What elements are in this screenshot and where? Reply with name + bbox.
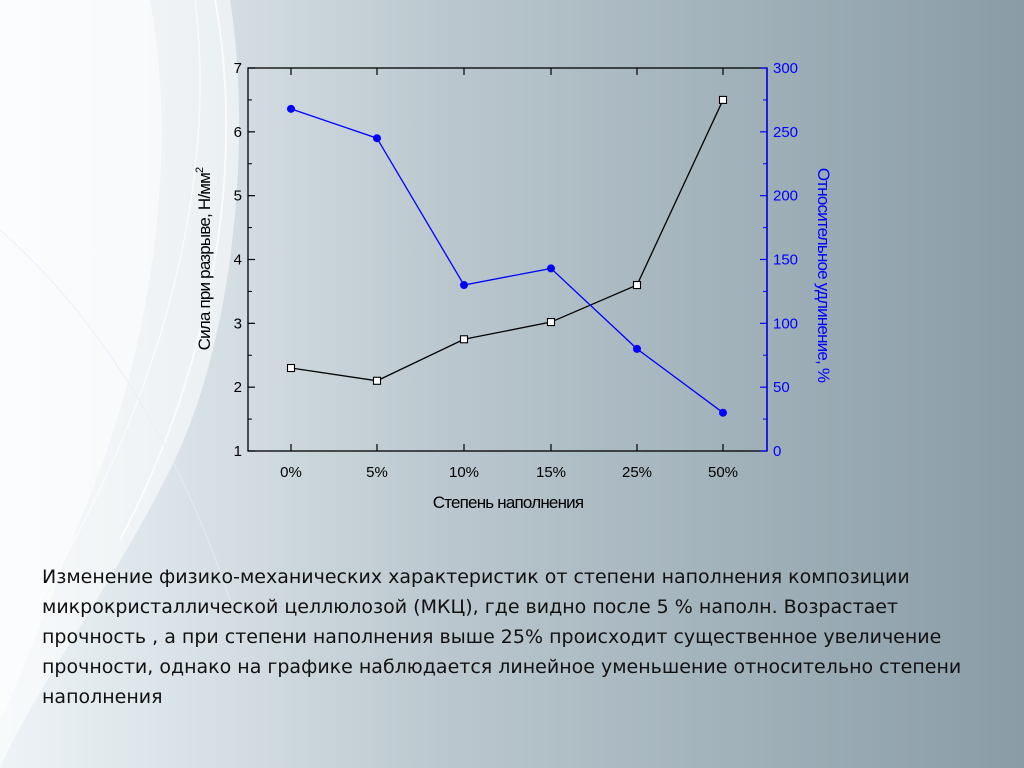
x-tick-label: 50% [708, 464, 738, 481]
data-point [546, 318, 556, 327]
data-point [459, 335, 469, 344]
right-tick-label: 100 [773, 315, 798, 332]
series-layer [286, 95, 728, 417]
left-axis-label-text: Сила при разрыве, Н/мм [195, 173, 214, 351]
left-axis-ticks: 1 2 3 4 5 6 7 [234, 60, 255, 460]
left-axis-label: Сила при разрыве, Н/мм2 [194, 167, 214, 350]
left-tick-label: 6 [234, 124, 242, 141]
x-tick-label: 25% [622, 464, 652, 481]
series-line-2 [290, 108, 724, 414]
left-tick-label: 1 [234, 443, 242, 460]
data-point [287, 104, 295, 113]
data-point [373, 134, 381, 143]
data-point [632, 280, 642, 290]
left-tick-label: 4 [234, 252, 242, 269]
data-point [719, 408, 727, 417]
left-tick-label: 5 [234, 188, 242, 205]
plot-frame [247, 67, 768, 452]
right-axis-ticks: 0 50 100 150 200 250 300 [760, 60, 798, 460]
x-tick-label: 5% [366, 464, 388, 481]
x-tick-label: 0% [280, 464, 302, 481]
left-tick-label: 3 [234, 315, 242, 332]
right-axis-label: Относительное удлинение, % [814, 168, 833, 383]
data-point [718, 95, 728, 104]
left-tick-label: 2 [234, 379, 242, 396]
x-axis-ticks: 0% 5% 10% 15% 25% 50% [280, 68, 738, 481]
series-line-1 [290, 99, 724, 382]
data-point [286, 363, 296, 373]
right-tick-label: 200 [773, 188, 798, 205]
data-point [372, 376, 382, 385]
data-point [633, 344, 641, 353]
data-point [460, 281, 468, 290]
right-tick-label: 0 [773, 443, 781, 460]
right-tick-label: 300 [773, 60, 798, 77]
right-tick-label: 250 [773, 124, 798, 141]
x-tick-label: 15% [536, 464, 566, 481]
left-axis-label-superscript: 2 [194, 167, 206, 173]
x-tick-label: 10% [449, 464, 479, 481]
data-point [547, 264, 555, 273]
left-tick-label: 7 [234, 60, 242, 77]
right-tick-label: 50 [773, 379, 790, 396]
x-axis-label: Степень наполнения [433, 493, 584, 512]
caption-text: Изменение физико-механических характерис… [42, 566, 962, 708]
chart: 1 2 3 4 5 6 7 0 50 100 150 200 250 300 0% 5% 10% 15% 25%… [194, 60, 833, 512]
right-tick-label: 150 [773, 252, 798, 269]
